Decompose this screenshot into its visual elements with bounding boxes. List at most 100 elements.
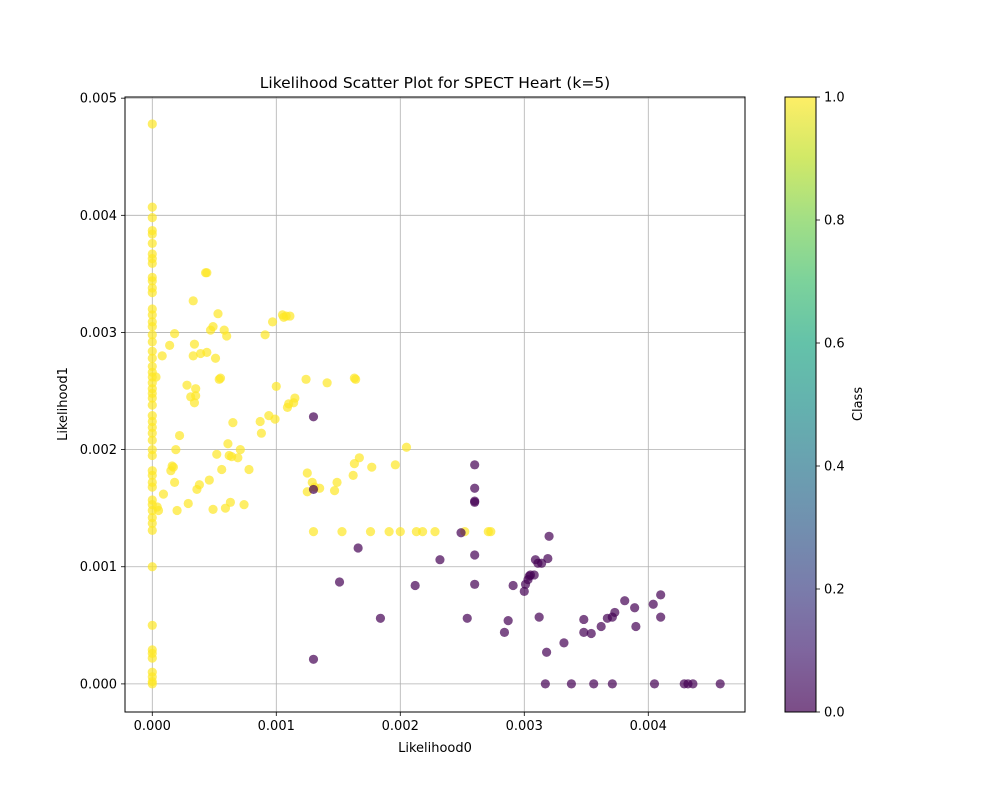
data-point-class-1 — [165, 340, 175, 350]
data-point-class-0 — [456, 528, 466, 538]
data-point-class-1 — [147, 525, 157, 536]
data-point-class-1 — [365, 527, 376, 537]
data-point-class-0 — [559, 638, 569, 648]
y-tick-label: 0.000 — [80, 677, 117, 692]
data-point-class-0 — [631, 621, 641, 632]
data-point-class-1 — [332, 477, 342, 487]
data-point-class-1 — [290, 393, 300, 403]
data-point-class-0 — [607, 679, 617, 689]
data-point-class-1 — [348, 470, 358, 480]
data-point-class-1 — [270, 414, 280, 424]
data-point-class-1 — [172, 505, 182, 516]
data-point-class-1 — [390, 460, 400, 470]
data-point-class-1 — [171, 445, 181, 455]
data-point-class-1 — [147, 620, 157, 630]
data-point-class-1 — [204, 475, 214, 485]
data-point-class-1 — [189, 339, 200, 349]
data-point-class-0 — [410, 580, 420, 591]
data-point-class-0 — [529, 570, 539, 580]
colorbar-tick-label: 0.2 — [824, 583, 845, 598]
data-point-class-1 — [147, 428, 157, 438]
colorbar-gradient — [785, 97, 816, 712]
data-point-class-0 — [470, 483, 480, 493]
data-point-class-1 — [147, 435, 157, 445]
data-point-class-1 — [147, 346, 157, 356]
data-point-class-1 — [202, 268, 212, 278]
data-point-class-1 — [430, 527, 440, 537]
data-point-class-1 — [183, 498, 193, 509]
data-point-class-0 — [589, 679, 599, 689]
data-point-class-1 — [147, 202, 157, 212]
data-point-class-1 — [225, 497, 235, 507]
data-point-class-0 — [308, 412, 319, 422]
data-point-class-0 — [630, 603, 640, 613]
x-tick-label: 0.004 — [630, 719, 667, 734]
data-point-class-1 — [189, 398, 200, 408]
data-point-class-0 — [586, 628, 596, 639]
data-point-class-1 — [191, 391, 201, 401]
data-point-class-1 — [301, 374, 311, 384]
data-point-class-0 — [566, 679, 577, 689]
data-point-class-1 — [202, 347, 212, 357]
x-tick-label: 0.003 — [506, 719, 543, 734]
data-point-class-0 — [579, 614, 589, 625]
data-point-class-1 — [147, 470, 157, 480]
data-point-class-1 — [147, 653, 157, 663]
y-tick-label: 0.005 — [80, 92, 117, 107]
data-point-class-1 — [147, 213, 157, 223]
data-point-class-0 — [543, 553, 553, 564]
data-point-class-0 — [542, 647, 552, 657]
y-axis-label: Likelihood1 — [56, 367, 71, 441]
data-point-class-0 — [540, 679, 550, 689]
data-point-class-1 — [271, 381, 281, 391]
data-point-class-1 — [168, 462, 178, 472]
data-point-class-0 — [470, 579, 480, 589]
data-point-class-1 — [322, 378, 332, 388]
scatter-points — [147, 119, 725, 689]
data-point-class-1 — [308, 527, 319, 537]
data-point-class-1 — [208, 504, 218, 514]
data-point-class-1 — [147, 562, 157, 572]
data-point-class-1 — [147, 119, 157, 129]
colorbar-frame — [784, 96, 817, 713]
grid-lines — [125, 97, 745, 712]
data-point-class-1 — [213, 309, 223, 319]
colorbar-tick-label: 0.0 — [824, 706, 845, 721]
data-point-class-0 — [596, 621, 606, 632]
data-point-class-1 — [147, 518, 157, 529]
data-point-class-1 — [147, 353, 157, 363]
data-point-class-0 — [503, 616, 513, 626]
data-point-class-1 — [147, 393, 157, 403]
data-point-class-1 — [302, 468, 312, 478]
data-point-class-1 — [158, 489, 169, 499]
y-tick-label: 0.003 — [80, 326, 117, 341]
data-point-class-0 — [688, 679, 698, 689]
x-tick-label: 0.000 — [134, 719, 171, 734]
data-point-class-1 — [157, 351, 167, 361]
data-point-class-1 — [174, 430, 185, 441]
data-point-class-1 — [384, 527, 394, 537]
data-point-class-1 — [255, 416, 265, 427]
data-point-class-1 — [418, 527, 428, 537]
data-point-class-1 — [147, 330, 157, 340]
colorbar-ticks: 0.0 0.2 0.4 0.6 0.8 1.0 — [816, 91, 845, 721]
data-point-class-0 — [470, 497, 480, 507]
data-point-class-1 — [147, 238, 157, 249]
data-point-class-0 — [579, 627, 589, 637]
data-point-class-0 — [499, 627, 510, 637]
data-point-class-1 — [147, 229, 157, 239]
data-point-class-0 — [534, 612, 544, 622]
data-point-class-0 — [544, 531, 554, 541]
data-point-class-1 — [153, 505, 164, 516]
x-tick-label: 0.001 — [258, 719, 295, 734]
data-point-class-0 — [656, 612, 666, 622]
data-point-class-1 — [223, 439, 233, 449]
colorbar-tick-label: 0.4 — [824, 460, 845, 475]
data-point-class-1 — [486, 527, 496, 537]
data-point-class-0 — [308, 654, 319, 664]
colorbar-label: Class — [851, 387, 866, 421]
colorbar-tick-label: 0.6 — [824, 337, 845, 352]
data-point-class-1 — [147, 482, 157, 492]
data-point-class-1 — [147, 450, 157, 461]
